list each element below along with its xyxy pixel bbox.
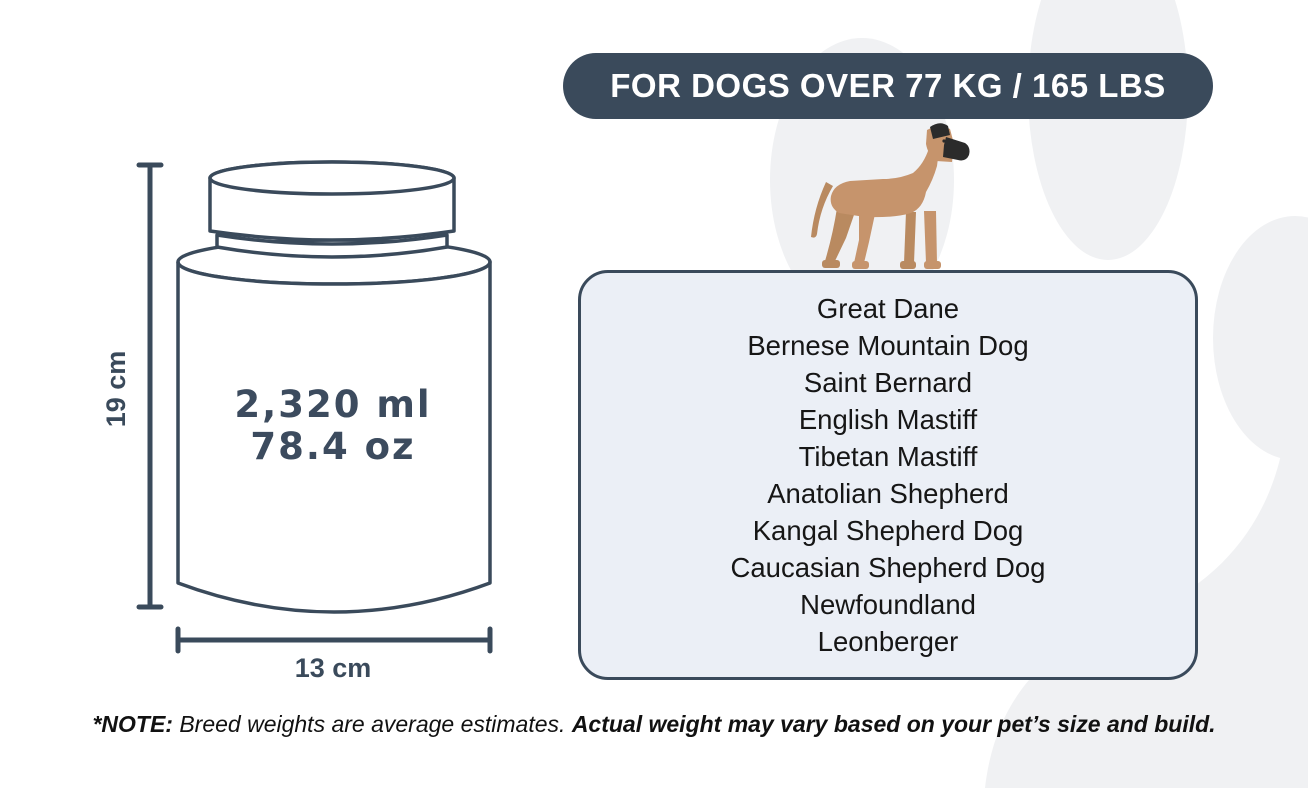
volume-label: 2,320 ml 78.4 oz [173, 384, 493, 468]
breed-item: Caucasian Shepherd Dog [730, 552, 1046, 583]
disclaimer-note: *NOTE: Breed weights are average estimat… [0, 711, 1308, 738]
great-dane-icon [811, 123, 970, 269]
breed-item: Anatolian Shepherd [767, 478, 1009, 509]
size-category-banner: FOR DOGS OVER 77 KG / 165 LBS [563, 53, 1213, 119]
note-prefix: *NOTE: [92, 711, 180, 737]
breed-item: Great Dane [816, 293, 960, 324]
breeds-box: Great Dane Bernese Mountain Dog Saint Bern… [578, 270, 1198, 680]
volume-oz: 78.4 oz [250, 425, 416, 468]
breed-item: Newfoundland [800, 589, 976, 620]
breed-item: Leonberger [817, 626, 959, 657]
width-dimension-label: 13 cm [294, 653, 372, 683]
breed-item: Saint Bernard [803, 367, 973, 398]
note-emphasis: Actual weight may vary based on your pet… [571, 711, 1216, 737]
breed-item: Kangal Shepherd Dog [752, 515, 1024, 546]
breed-item: Bernese Mountain Dog [747, 330, 1029, 361]
breeds-list: Great Dane Bernese Mountain Dog Saint Bern… [581, 290, 1195, 660]
container-illustration [136, 160, 493, 654]
volume-ml: 2,320 ml [234, 383, 432, 426]
breed-item: English Mastiff [798, 404, 978, 435]
note-body: Breed weights are average estimates. [179, 711, 572, 737]
banner-label: FOR DOGS OVER 77 KG / 165 LBS [610, 67, 1166, 104]
dimension-lines [136, 162, 493, 654]
height-dimension-label: 19 cm [101, 350, 131, 428]
breed-item: Tibetan Mastiff [798, 441, 978, 472]
